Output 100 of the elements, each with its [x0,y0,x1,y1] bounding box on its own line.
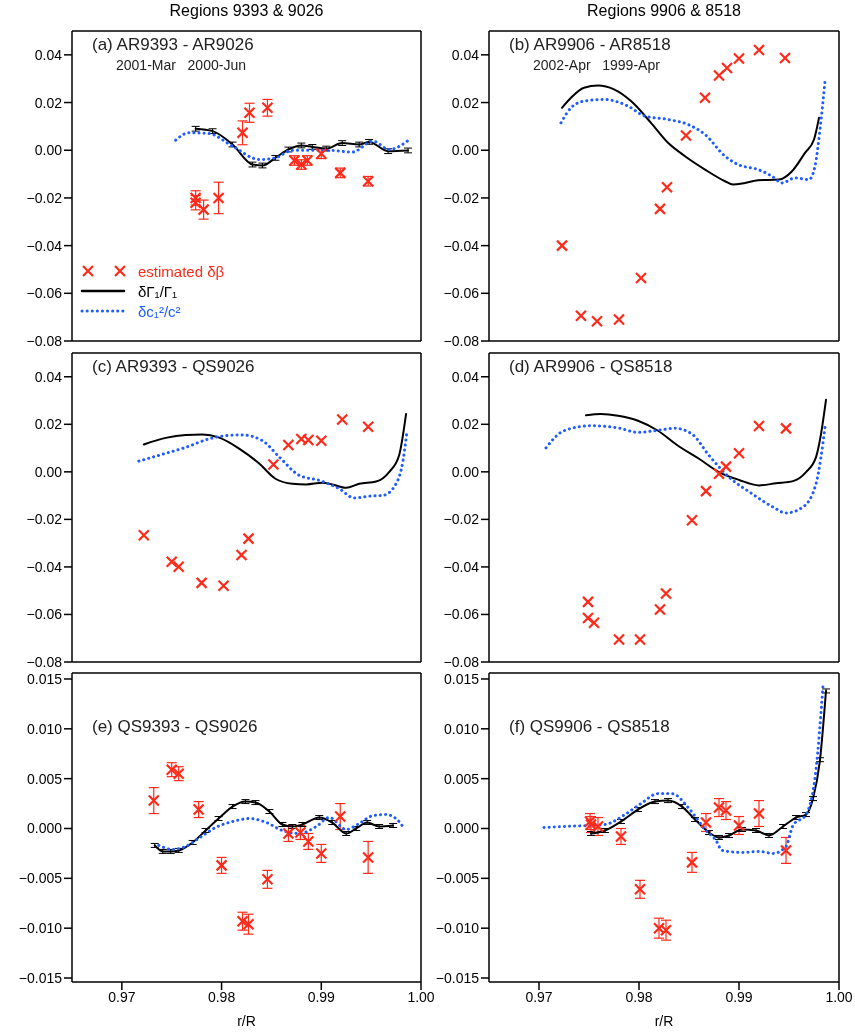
y-tick-label: 0.000 [443,820,480,837]
y-tick-label: −0.02 [26,189,63,206]
point [197,203,210,216]
point [147,794,160,807]
y-tick-label: −0.010 [435,920,480,937]
point [587,616,601,629]
point [612,313,626,326]
point [779,844,793,857]
point [236,126,249,139]
legend-label: estimated δβ [138,262,225,280]
y-tick-label: −0.06 [26,285,63,302]
line-series [174,131,410,162]
chart-title: Regions 9906 & 8518 [586,1,742,21]
y-tick-label: 0.010 [443,720,480,737]
y-tick-label: 0.04 [451,46,480,63]
point [752,807,766,820]
y-tick-label: −0.010 [18,920,63,937]
y-tick-label: −0.02 [26,511,63,528]
line-series [544,424,827,515]
point [752,419,766,433]
point [633,633,647,646]
point [236,915,249,928]
point [720,61,734,75]
point [581,595,595,608]
y-tick-label: −0.04 [26,558,63,575]
point [653,603,667,616]
point [732,447,746,460]
x-axis-title: r/R [237,1013,256,1029]
x-tick-label: 0.99 [725,988,753,1005]
point [217,579,230,592]
point [362,851,375,864]
point [634,271,648,285]
point [243,106,256,119]
point [235,548,248,562]
point [660,181,674,194]
point [698,91,712,104]
point [653,202,667,215]
chart-title: Regions 9393 & 9026 [168,1,325,21]
y-tick-label: −0.04 [443,558,480,575]
line-series [585,398,827,487]
point [555,239,569,252]
point [242,532,255,545]
y-tick-label: 0.04 [34,368,63,385]
point [685,514,699,527]
y-tick-label: 0.02 [34,94,63,111]
point [732,52,746,65]
y-tick-label: 0.000 [26,820,63,837]
y-tick-label: −0.08 [26,653,63,670]
point [242,918,255,931]
x-tick-label: 0.97 [525,988,553,1005]
point [699,816,713,829]
y-tick-label: 0.00 [34,463,63,480]
y-tick-label: 0.04 [34,46,63,63]
annotation: 2001-Mar 2000-Jun [116,57,246,73]
point [362,420,375,433]
line-series [157,813,406,851]
legend-label: δc₁²/c² [138,302,181,320]
point [195,576,208,589]
annotation: (e) QS9393 - QS9026 [92,717,258,737]
x-tick-label: 1.00 [825,988,853,1005]
annotation: (a) AR9393 - AR9026 [92,35,254,55]
point [679,129,693,142]
point [719,460,733,473]
point [612,633,626,646]
point [574,309,588,322]
point [334,810,347,823]
point [779,422,793,435]
y-tick-label: −0.005 [435,870,480,887]
annotation: 2002-Apr 1999-Apr [533,57,660,73]
y-tick-label: −0.015 [18,969,63,986]
point [712,69,726,82]
point [282,438,295,452]
point [212,191,225,205]
y-tick-label: −0.015 [435,969,480,986]
point [172,560,185,573]
y-tick-label: −0.04 [26,237,63,254]
point [719,804,733,817]
x-tick-label: 0.98 [625,988,653,1005]
x-axis-title: r/R [654,1013,674,1029]
point [699,485,713,498]
point [137,529,150,542]
y-tick-label: 0.04 [451,368,480,385]
y-tick-label: 0.00 [451,463,480,480]
y-tick-label: 0.00 [34,142,63,159]
point [778,51,792,65]
y-tick-label: −0.005 [18,870,63,887]
y-tick-label: −0.04 [443,237,480,254]
y-tick-label: −0.02 [443,511,480,528]
x-tick-label: 0.99 [307,988,336,1005]
line-series [142,413,408,489]
annotation: (d) AR9906 - QS8518 [509,357,673,377]
y-tick-label: 0.00 [451,142,480,159]
legend-label: δΓ₁/Γ₁ [138,282,178,300]
annotation: (c) AR9393 - QS9026 [92,357,255,377]
y-tick-label: 0.02 [451,416,480,433]
y-tick-label: −0.08 [26,332,63,349]
x-tick-label: 0.98 [207,988,236,1005]
y-tick-label: −0.06 [443,285,480,302]
y-tick-label: 0.015 [26,670,63,687]
y-tick-label: 0.010 [26,720,63,737]
